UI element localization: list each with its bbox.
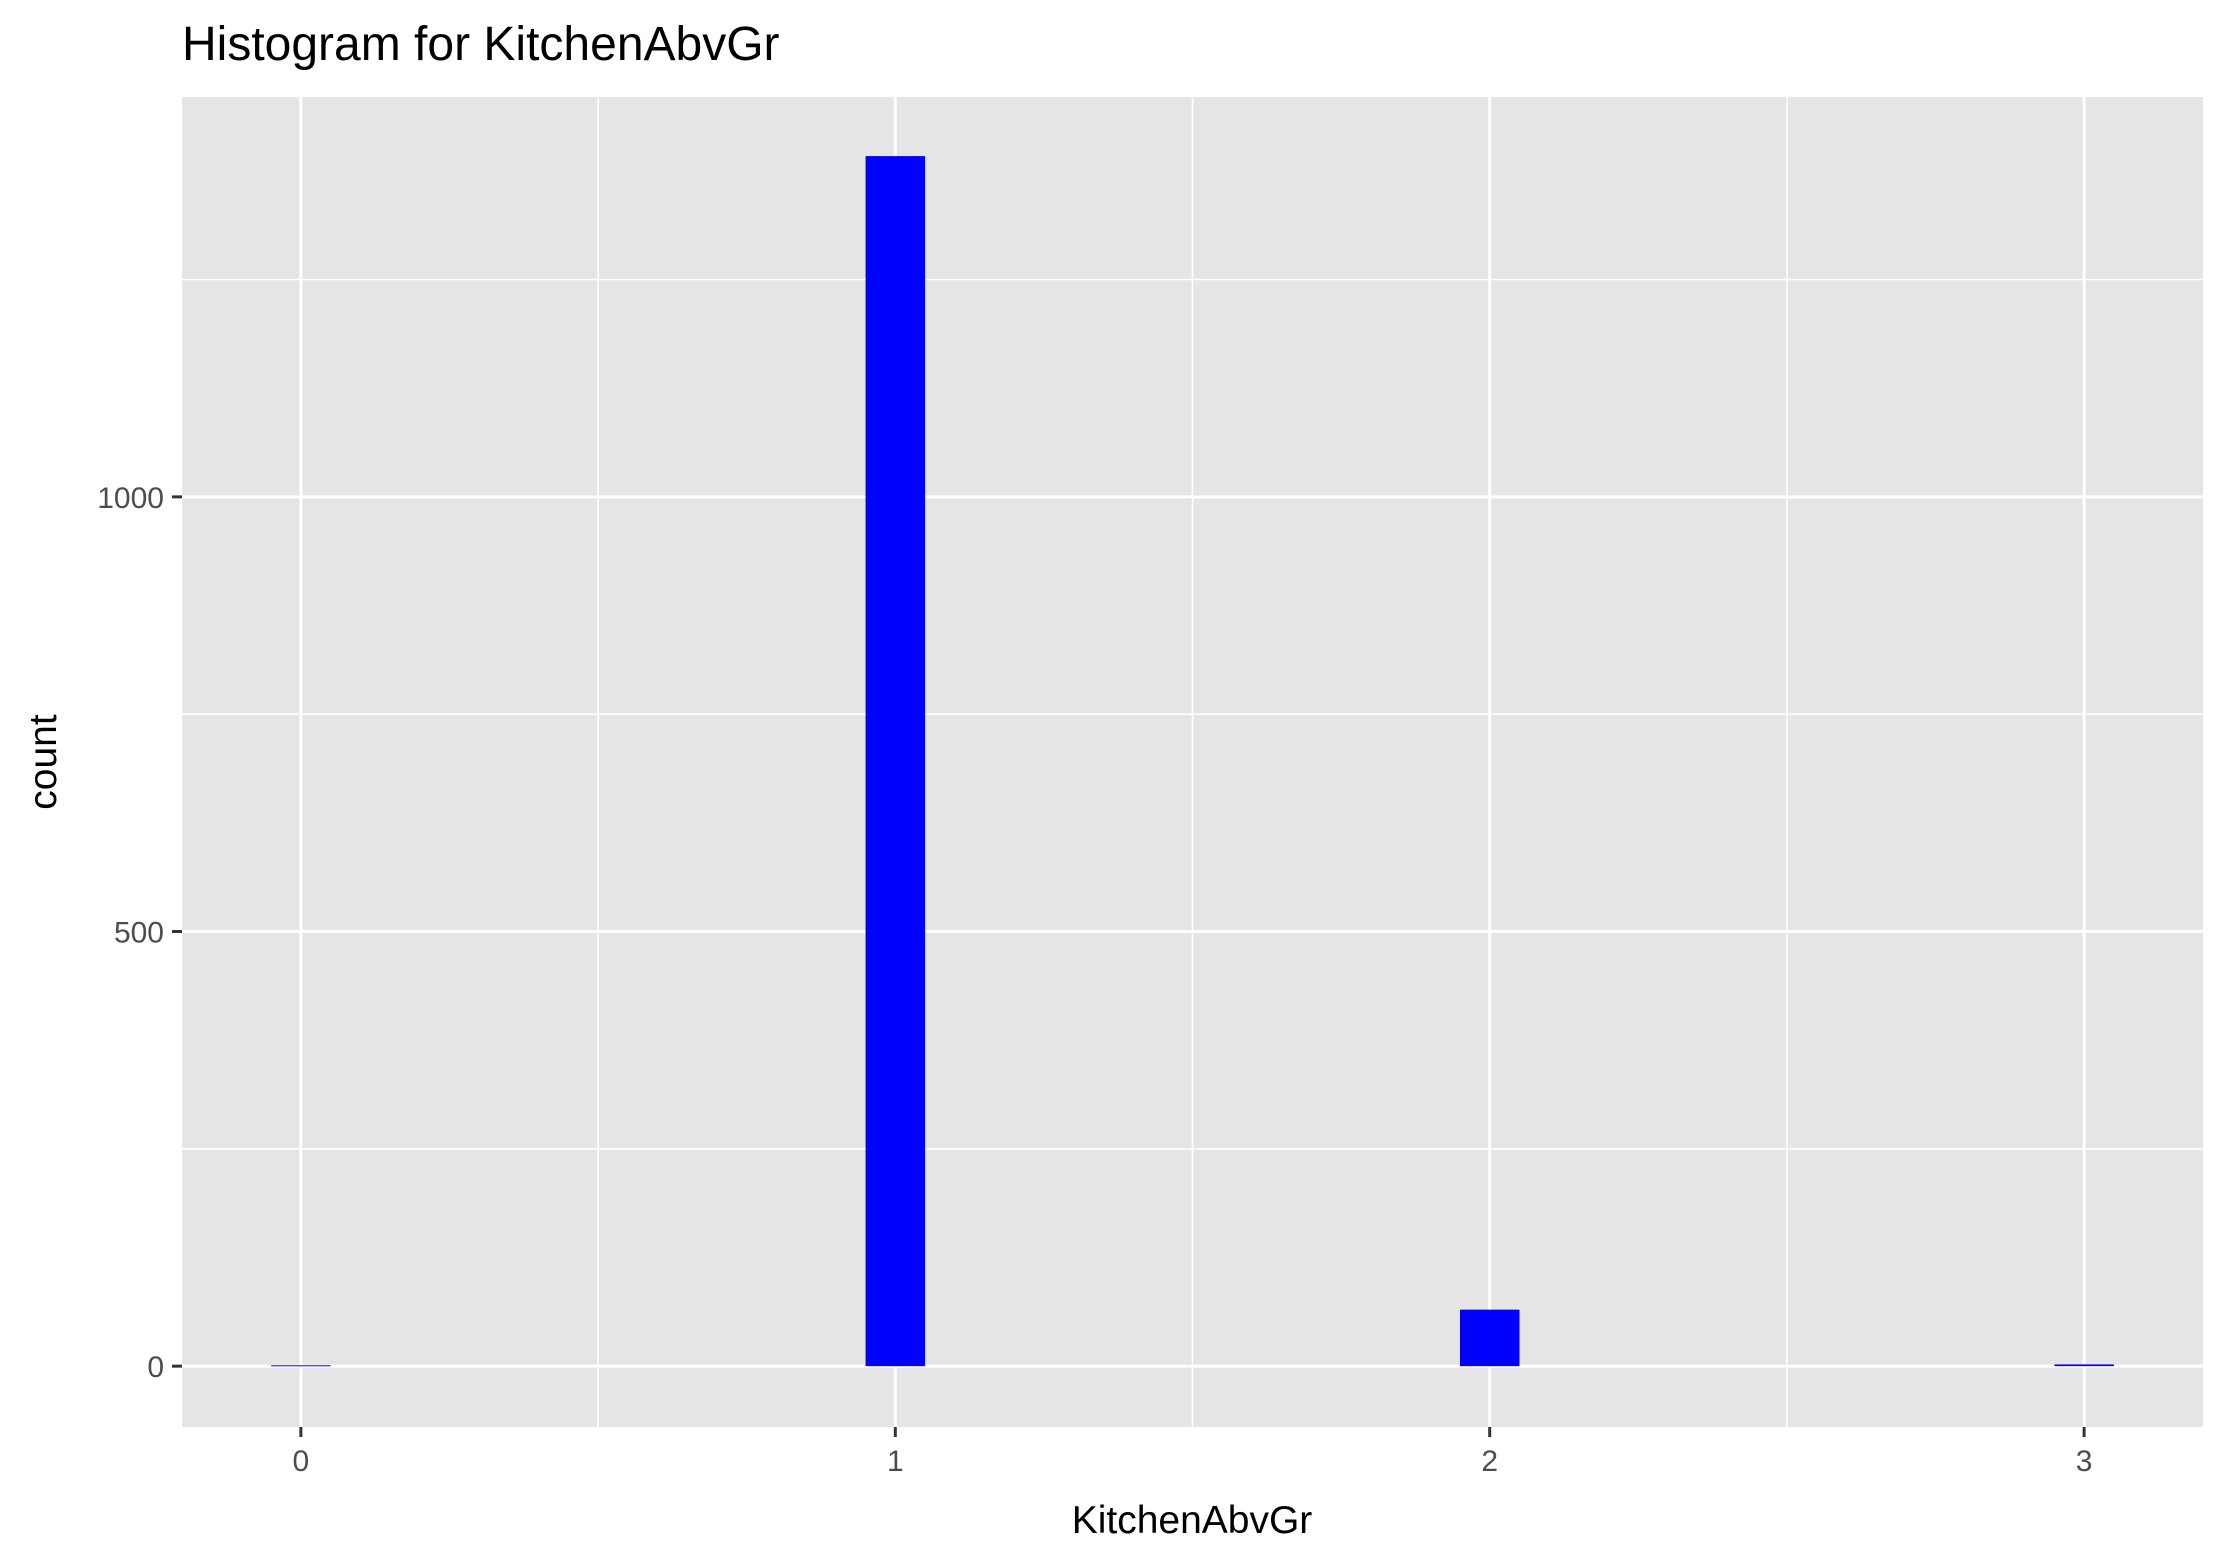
x-axis: 0 1 2 3 [293, 1427, 2093, 1478]
y-axis-title: count [22, 714, 65, 810]
histogram-bar [2054, 1364, 2114, 1367]
y-tick-label: 1000 [97, 482, 164, 515]
minor-gridlines [182, 97, 2203, 1427]
x-tick-label: 2 [1481, 1445, 1498, 1478]
histogram-bar [271, 1365, 331, 1367]
x-tick-label: 3 [2076, 1445, 2093, 1478]
bars [271, 156, 2114, 1367]
histogram-bar [1459, 1309, 1520, 1367]
y-tick-label: 500 [114, 917, 164, 950]
x-axis-title: KitchenAbvGr [1072, 1499, 1313, 1542]
x-tick-label: 1 [887, 1445, 904, 1478]
chart-title: Histogram for KitchenAbvGr [182, 18, 780, 71]
y-tick-label: 0 [147, 1351, 164, 1384]
histogram-bar [865, 156, 926, 1367]
x-tick-label: 0 [293, 1445, 310, 1478]
y-axis: 0 500 1000 [97, 482, 182, 1384]
